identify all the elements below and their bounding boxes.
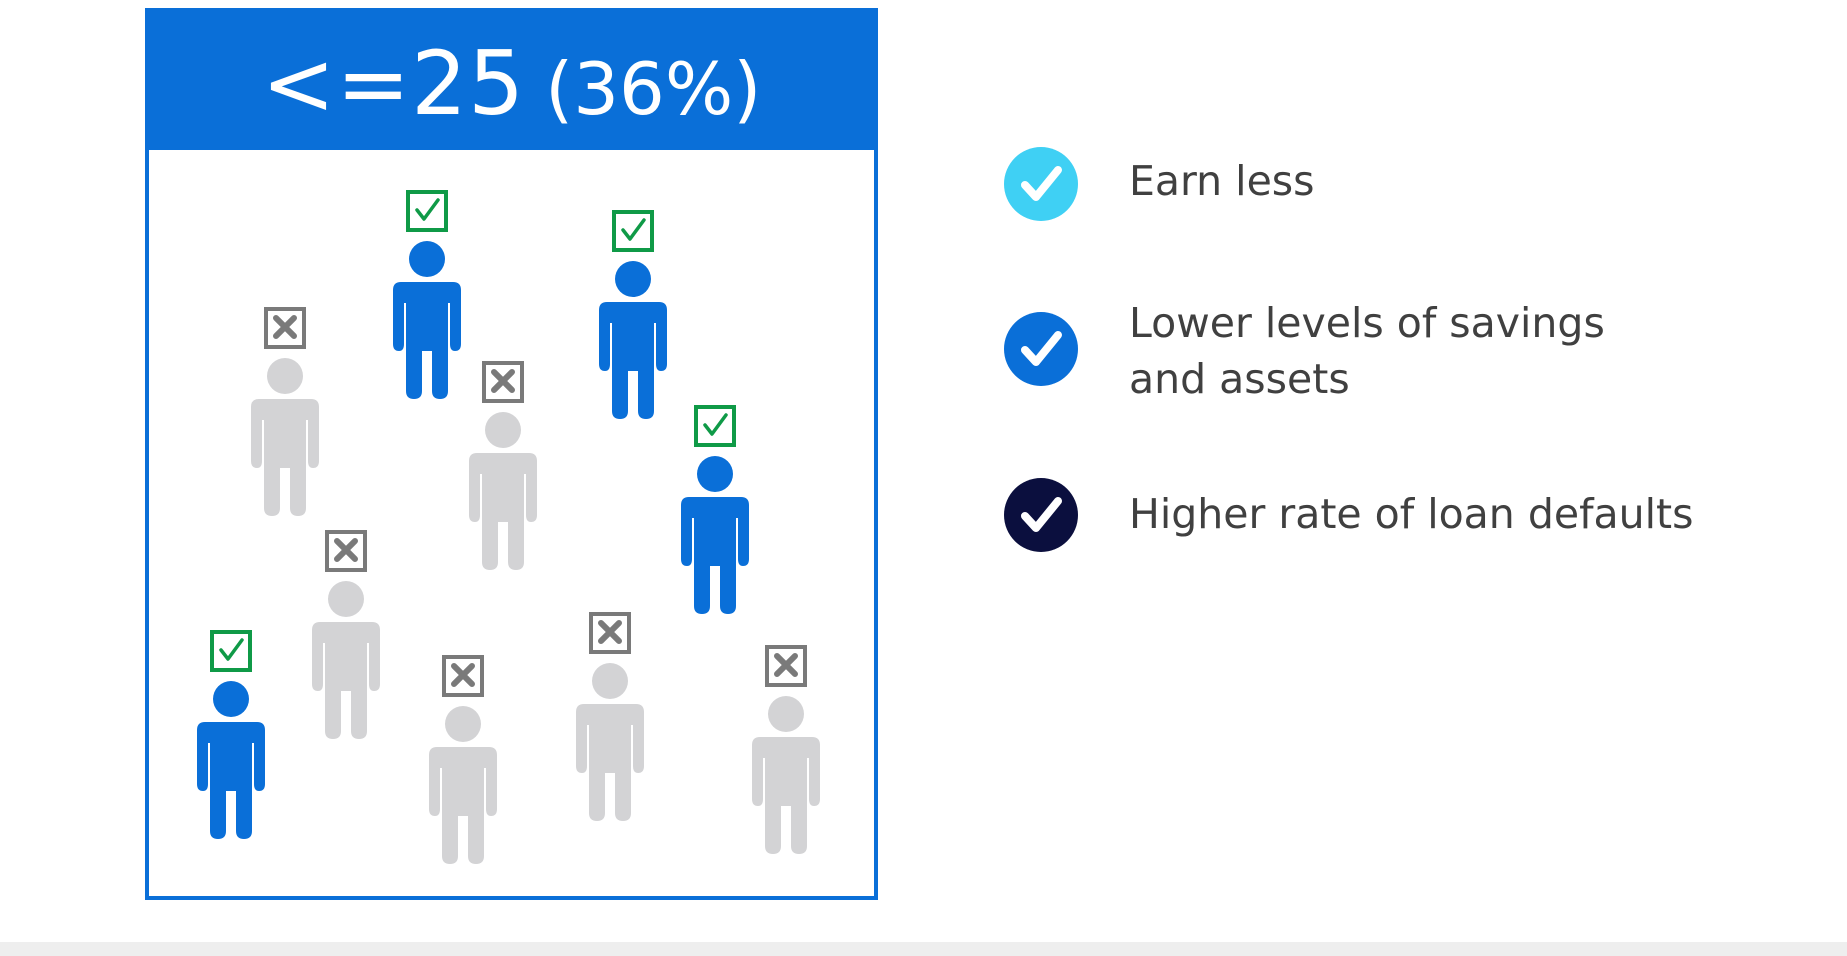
legend-label-line1: Lower levels of savings bbox=[1129, 299, 1605, 347]
legend-label-line1: Earn less bbox=[1129, 157, 1315, 205]
panel-header: <=25 (36%) bbox=[149, 12, 874, 150]
cross-box-icon bbox=[442, 655, 484, 697]
checkmark-icon bbox=[1021, 166, 1062, 201]
legend-label: Higher rate of loan defaults bbox=[1129, 486, 1693, 542]
legend-item-loan-defaults: Higher rate of loan defaults bbox=[1004, 478, 1693, 552]
person-icon bbox=[251, 358, 319, 516]
checkmark-circle-icon bbox=[1004, 312, 1078, 386]
person-figure bbox=[251, 307, 319, 516]
age-group-panel: <=25 (36%) bbox=[145, 8, 878, 900]
percentage-label: (36%) bbox=[545, 47, 762, 131]
cross-box-icon bbox=[325, 530, 367, 572]
person-icon bbox=[599, 261, 667, 419]
cross-box-icon bbox=[264, 307, 306, 349]
person-icon bbox=[576, 663, 644, 821]
legend-item-savings: Lower levels of savings and assets bbox=[1004, 299, 1605, 403]
legend-label: Earn less bbox=[1129, 153, 1315, 209]
person-icon bbox=[681, 456, 749, 614]
cross-box-icon bbox=[765, 645, 807, 687]
legend-label: Lower levels of savings and assets bbox=[1129, 295, 1605, 407]
legend-label-line2: and assets bbox=[1129, 355, 1350, 403]
panel-title: <=25 (36%) bbox=[262, 40, 762, 128]
person-icon bbox=[752, 696, 820, 854]
person-figure bbox=[429, 655, 497, 864]
legend-label-line1: Higher rate of loan defaults bbox=[1129, 490, 1694, 538]
check-box-icon bbox=[612, 210, 654, 252]
person-figure bbox=[681, 405, 749, 614]
person-figure bbox=[576, 612, 644, 821]
legend-list: Earn less Lower levels of savings and as… bbox=[1004, 0, 1804, 600]
person-figure bbox=[752, 645, 820, 854]
person-figure bbox=[469, 361, 537, 570]
check-box-icon bbox=[210, 630, 252, 672]
bottom-strip bbox=[0, 942, 1847, 956]
check-box-icon bbox=[694, 405, 736, 447]
person-icon bbox=[469, 412, 537, 570]
person-figure bbox=[393, 190, 461, 399]
checkmark-circle-icon bbox=[1004, 147, 1078, 221]
checkmark-circle-icon bbox=[1004, 478, 1078, 552]
cross-box-icon bbox=[589, 612, 631, 654]
person-figure bbox=[197, 630, 265, 839]
person-icon bbox=[429, 706, 497, 864]
checkmark-icon bbox=[1021, 331, 1062, 366]
cross-box-icon bbox=[482, 361, 524, 403]
person-icon bbox=[312, 581, 380, 739]
person-icon bbox=[197, 681, 265, 839]
age-threshold-label: <=25 bbox=[261, 32, 526, 135]
person-figure bbox=[599, 210, 667, 419]
check-box-icon bbox=[406, 190, 448, 232]
legend-item-earn-less: Earn less bbox=[1004, 147, 1315, 221]
checkmark-icon bbox=[1021, 497, 1062, 532]
person-figure bbox=[312, 530, 380, 739]
person-icon bbox=[393, 241, 461, 399]
